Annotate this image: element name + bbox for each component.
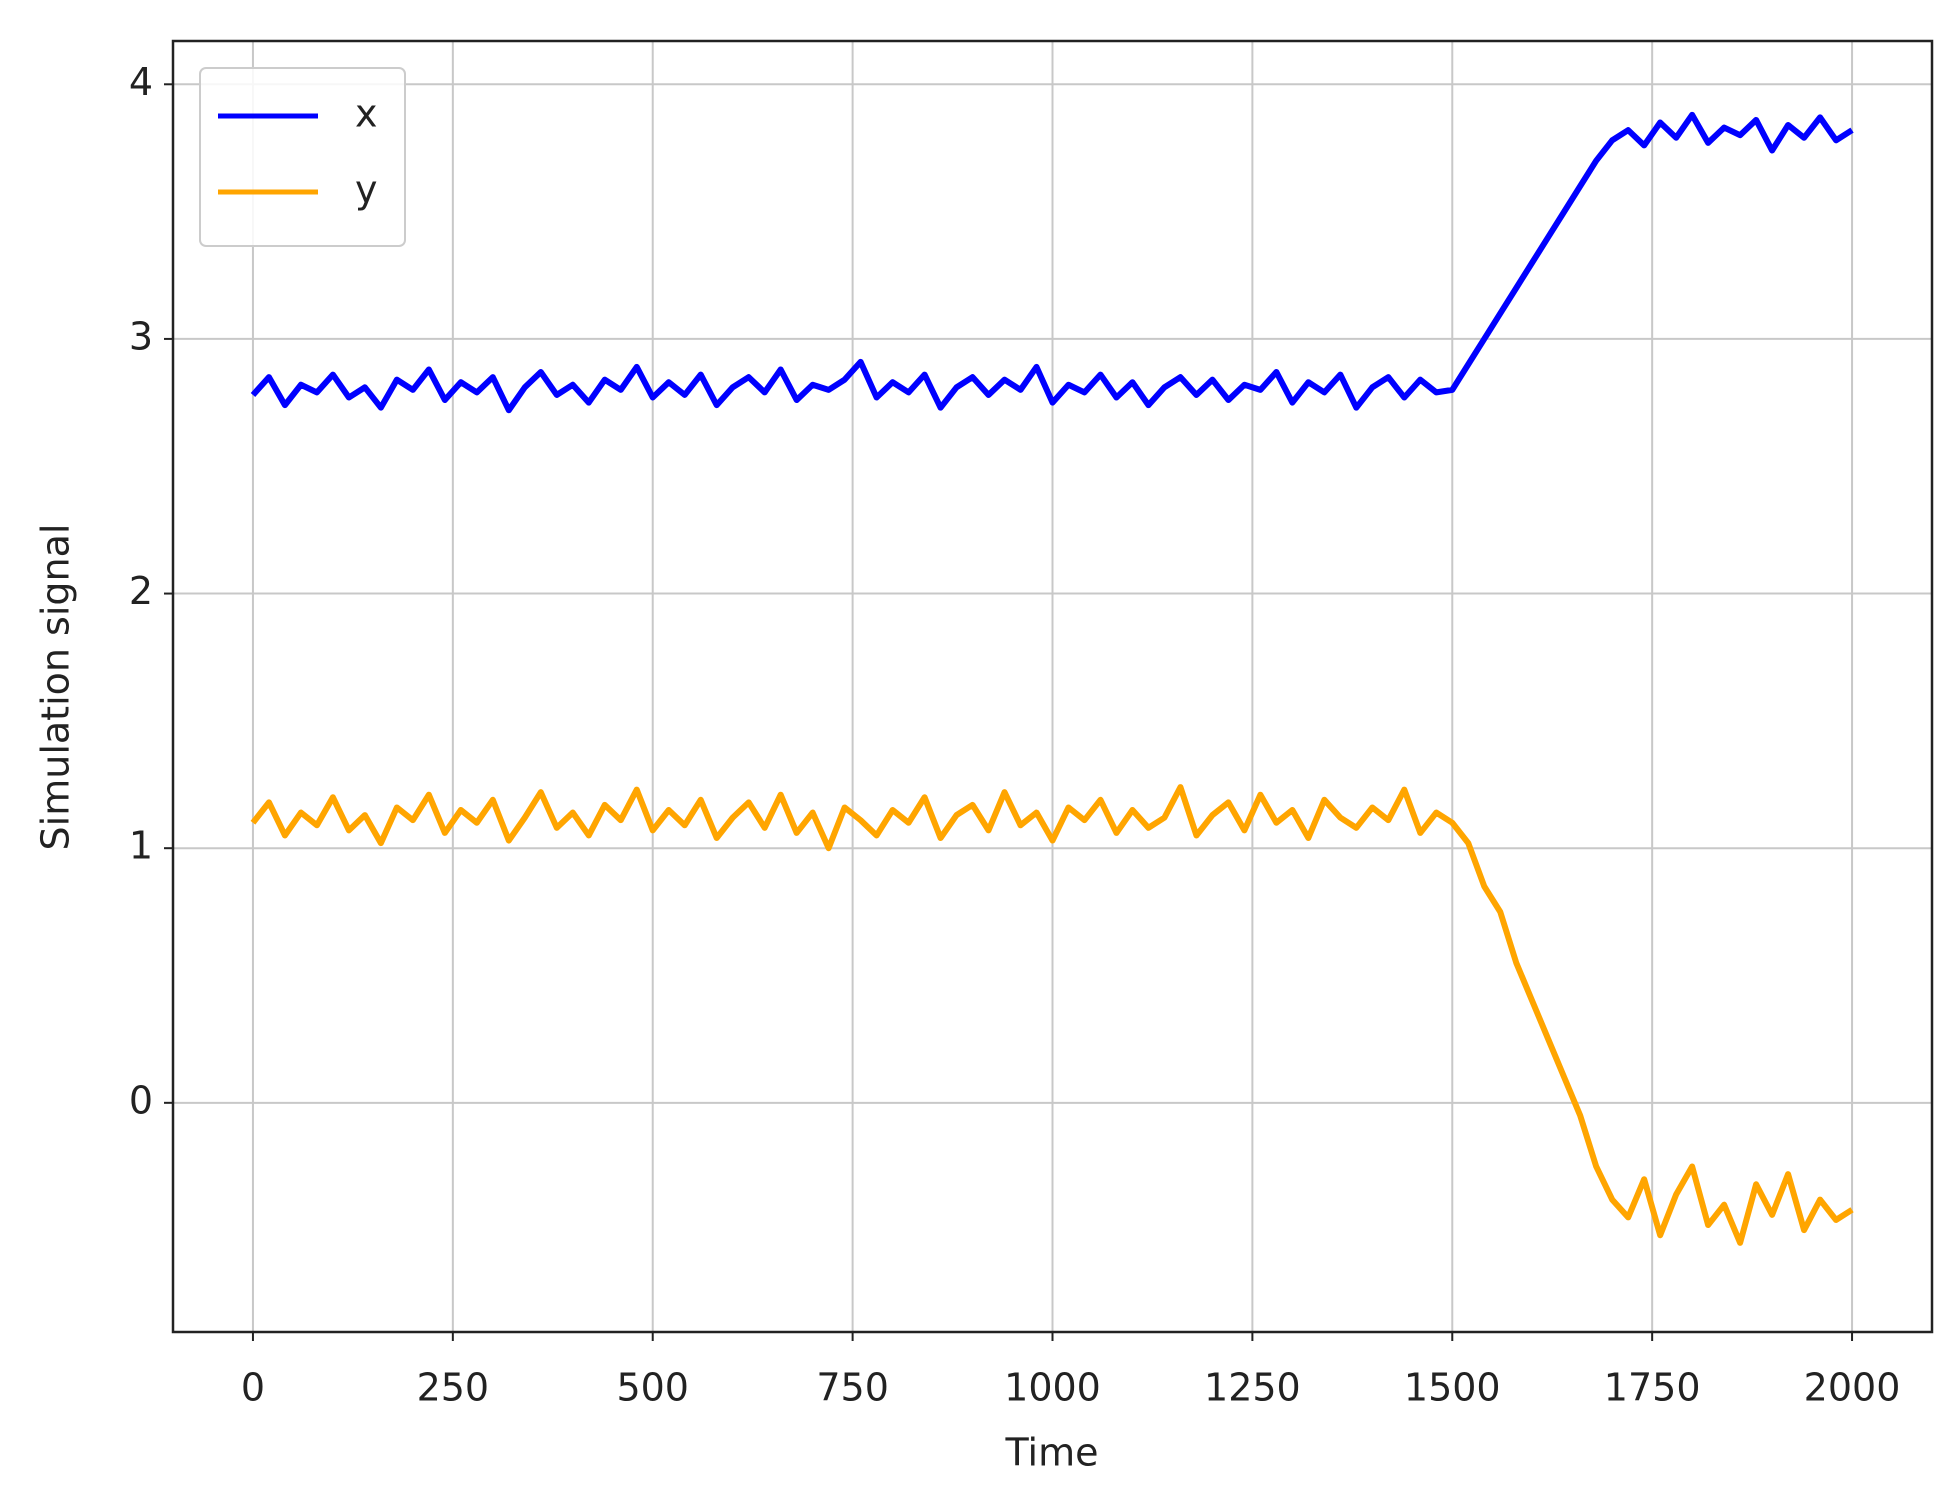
legend-label: y xyxy=(355,168,378,212)
x-tick-label: 1250 xyxy=(1204,1366,1301,1410)
series-line xyxy=(250,111,1854,414)
x-tick-label: 250 xyxy=(417,1366,490,1410)
y-tick-label: 1 xyxy=(129,824,153,868)
y-tick-label: 2 xyxy=(129,569,153,613)
x-axis-label: Time xyxy=(1005,1431,1099,1475)
plot-frame xyxy=(171,39,1934,1334)
y-tick-label: 4 xyxy=(129,60,153,104)
y-tick-label: 0 xyxy=(129,1078,153,1122)
x-tick-label: 1000 xyxy=(1004,1366,1101,1410)
series-line xyxy=(250,784,1854,1246)
legend-label: x xyxy=(355,92,378,136)
x-tick-label: 500 xyxy=(616,1366,689,1410)
x-tick-label: 2000 xyxy=(1804,1366,1901,1410)
y-tick-label: 3 xyxy=(129,314,153,358)
x-tick-label: 1500 xyxy=(1404,1366,1501,1410)
legend-box xyxy=(199,67,406,247)
x-tick-label: 750 xyxy=(816,1366,889,1410)
x-tick-label: 1750 xyxy=(1604,1366,1701,1410)
x-tick-label: 0 xyxy=(241,1366,265,1410)
y-axis-label: Simulation signal xyxy=(34,524,78,851)
